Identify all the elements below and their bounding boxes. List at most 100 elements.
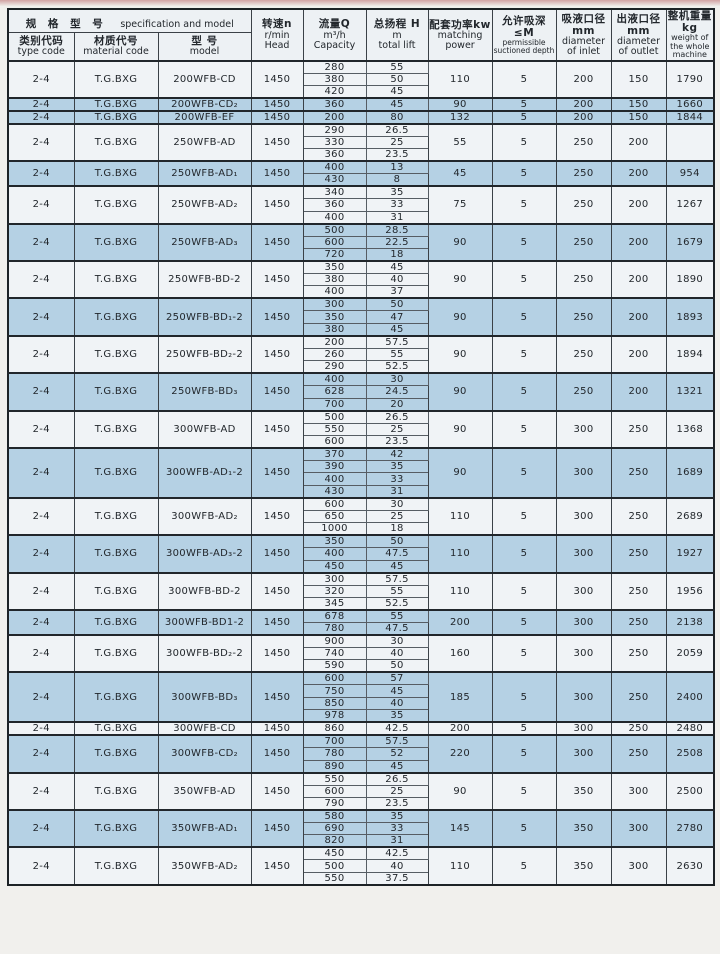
cell-outlet: 200 <box>610 372 667 412</box>
spec-row: 628 24.5 <box>8 385 714 399</box>
cell-lift: 22.5 <box>365 235 429 250</box>
header-outlet: 出液口径mm diameter of outlet <box>610 8 667 61</box>
cell-outlet: 200 <box>610 260 667 299</box>
cell-capacity: 600 <box>302 784 367 798</box>
spec-row: 600 23.5 <box>8 435 714 449</box>
spec-row: 2-4 T.G.BXG 300WFB-AD₂ 1450 600 30 110 5 300 250 2… <box>7 496 715 536</box>
cell-capacity: 550 <box>302 422 367 437</box>
cell-weight: 1844 <box>665 109 715 125</box>
header-lift-unit: m <box>392 30 402 42</box>
cell-capacity: 700 <box>302 397 367 412</box>
cell-type-code: 2-4 <box>7 771 75 811</box>
cell-type-code: 2-4 <box>7 297 75 337</box>
cell-lift: 33 <box>365 821 429 836</box>
spec-row: 500 40 <box>8 859 714 873</box>
header-inlet-cn: 吸液口径mm <box>561 12 606 37</box>
cell-lift: 8 <box>365 173 429 187</box>
spec-row: 330 25 <box>8 135 714 150</box>
cell-model: 300WFB-AD <box>157 409 252 449</box>
cell-model: 350WFB-AD₁ <box>157 808 252 848</box>
cell-material-code: T.G.BXG <box>73 372 159 412</box>
spec-row: 2-4 T.G.BXG 300WFB-CD 1450 860 42.5 200 5 300 250… <box>7 721 715 736</box>
cell-lift: 13 <box>365 160 429 175</box>
cell-weight: 2500 <box>665 771 715 811</box>
cell-weight: 954 <box>665 160 715 187</box>
cell-weight: 1894 <box>665 334 715 374</box>
spec-row: 320 55 <box>8 584 714 598</box>
cell-speed: 1450 <box>250 96 304 112</box>
spec-row: 360 23.5 <box>8 148 714 162</box>
spec-row: 2-4 T.G.BXG 300WFB-BD₂-2 1450 900 30 160 5 300 25… <box>7 633 715 673</box>
cell-capacity: 400 <box>302 285 367 299</box>
header-weight: 整机重量kg weight of the whole machine <box>665 8 715 61</box>
cell-material-code: T.G.BXG <box>73 260 159 299</box>
header-material-code-cn: 材质代号 <box>94 35 138 48</box>
cell-outlet: 200 <box>610 297 667 337</box>
spec-row: 2-4 T.G.BXG 200WFB-CD₂ 1450 360 45 90 5 200 150 16… <box>7 96 715 112</box>
cell-model: 350WFB-AD <box>157 771 252 811</box>
cell-lift: 40 <box>365 273 429 287</box>
cell-weight: 1790 <box>665 59 715 99</box>
cell-depth: 5 <box>491 808 557 848</box>
cell-outlet: 150 <box>610 96 667 112</box>
cell-material-code: T.G.BXG <box>73 771 159 811</box>
spec-row: 750 45 <box>8 684 714 698</box>
cell-lift: 18 <box>365 522 429 536</box>
cell-depth: 5 <box>491 771 557 811</box>
cell-material-code: T.G.BXG <box>73 808 159 848</box>
cell-capacity: 380 <box>302 72 367 86</box>
spec-row: 650 25 <box>8 509 714 524</box>
cell-capacity: 400 <box>302 210 367 225</box>
cell-outlet: 200 <box>610 334 667 374</box>
cell-capacity: 740 <box>302 646 367 661</box>
cell-power: 90 <box>427 447 493 499</box>
cell-weight: 2508 <box>665 734 715 774</box>
cell-capacity: 290 <box>302 122 367 137</box>
cell-lift: 45 <box>365 84 429 99</box>
cell-inlet: 350 <box>555 846 612 886</box>
spec-row: 450 45 <box>8 559 714 574</box>
cell-power: 220 <box>427 734 493 774</box>
cell-material-code: T.G.BXG <box>73 185 159 225</box>
header-inlet-en: diameter of inlet <box>561 35 606 57</box>
cell-speed: 1450 <box>250 846 304 886</box>
cell-capacity: 290 <box>302 360 367 374</box>
cell-lift: 45 <box>365 559 429 574</box>
cell-lift: 20 <box>365 397 429 412</box>
spec-row: 2-4 T.G.BXG 250WFB-BD₃ 1450 400 30 90 5 250 200 13… <box>7 372 715 412</box>
spec-row: 390 35 <box>8 459 714 474</box>
header-power-cn: 配套功率kw <box>429 18 491 31</box>
cell-capacity: 420 <box>302 84 367 99</box>
header-capacity-cn: 流量Q <box>318 18 351 31</box>
header-type-code-cn: 类别代码 <box>19 35 64 48</box>
cell-lift: 28.5 <box>365 222 429 237</box>
cell-depth: 5 <box>491 96 557 112</box>
cell-inlet: 300 <box>555 447 612 499</box>
header-power-en: matching power <box>437 29 483 51</box>
spec-row: 380 40 <box>8 273 714 287</box>
cell-lift: 45 <box>365 96 429 112</box>
spec-row: 740 40 <box>8 646 714 661</box>
cell-outlet: 150 <box>610 59 667 99</box>
cell-material-code: T.G.BXG <box>73 96 159 112</box>
cell-type-code: 2-4 <box>7 109 75 125</box>
spec-row: 350 47 <box>8 310 714 324</box>
cell-speed: 1450 <box>250 160 304 187</box>
spec-row: 2-4 T.G.BXG 200WFB-CD 1450 280 55 110 5 200 150 17… <box>7 59 715 99</box>
spec-row: 720 18 <box>8 248 714 262</box>
cell-material-code: T.G.BXG <box>73 608 159 636</box>
cell-depth: 5 <box>491 160 557 187</box>
spec-row: 430 8 <box>8 173 714 187</box>
spec-row: 2-4 T.G.BXG 300WFB-BD-2 1450 300 57.5 110 5 300 2… <box>7 571 715 611</box>
cell-outlet: 300 <box>610 808 667 848</box>
header-model: 型 号 model <box>157 32 252 61</box>
spec-row: 2-4 T.G.BXG 350WFB-AD₂ 1450 450 42.5 110 5 350 30… <box>7 846 715 886</box>
cell-material-code: T.G.BXG <box>73 447 159 499</box>
cell-depth: 5 <box>491 297 557 337</box>
cell-type-code: 2-4 <box>7 846 75 886</box>
spec-row: 1000 18 <box>8 522 714 536</box>
cell-weight: 2630 <box>665 846 715 886</box>
cell-model: 250WFB-BD₁-2 <box>157 297 252 337</box>
cell-power: 90 <box>427 334 493 374</box>
cell-outlet: 250 <box>610 571 667 611</box>
